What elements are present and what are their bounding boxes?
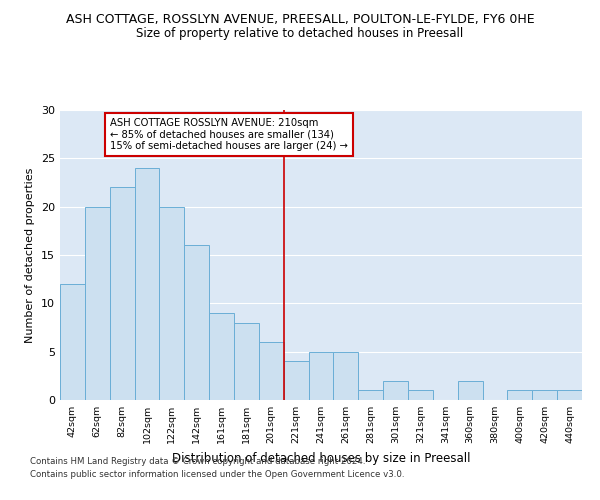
Text: ASH COTTAGE ROSSLYN AVENUE: 210sqm
← 85% of detached houses are smaller (134)
15: ASH COTTAGE ROSSLYN AVENUE: 210sqm ← 85%… (110, 118, 347, 151)
Bar (458, 380, 482, 400)
Bar (408, 390, 433, 400)
X-axis label: Distribution of detached houses by size in Preesall: Distribution of detached houses by size … (172, 452, 470, 464)
Bar (508, 390, 532, 400)
Text: Contains public sector information licensed under the Open Government Licence v3: Contains public sector information licen… (30, 470, 404, 479)
Text: ASH COTTAGE, ROSSLYN AVENUE, PREESALL, POULTON-LE-FYLDE, FY6 0HE: ASH COTTAGE, ROSSLYN AVENUE, PREESALL, P… (65, 12, 535, 26)
Bar (358, 390, 383, 400)
Y-axis label: Number of detached properties: Number of detached properties (25, 168, 35, 342)
Bar (184, 246, 209, 400)
Text: Size of property relative to detached houses in Preesall: Size of property relative to detached ho… (136, 28, 464, 40)
Bar (209, 313, 234, 400)
Bar (308, 352, 334, 400)
Bar (334, 352, 358, 400)
Bar (284, 362, 308, 400)
Bar (557, 390, 582, 400)
Bar (383, 380, 408, 400)
Bar (60, 284, 85, 400)
Bar (532, 390, 557, 400)
Bar (259, 342, 284, 400)
Bar (160, 206, 184, 400)
Bar (134, 168, 160, 400)
Bar (85, 206, 110, 400)
Bar (234, 322, 259, 400)
Bar (110, 188, 134, 400)
Text: Contains HM Land Registry data © Crown copyright and database right 2024.: Contains HM Land Registry data © Crown c… (30, 458, 365, 466)
